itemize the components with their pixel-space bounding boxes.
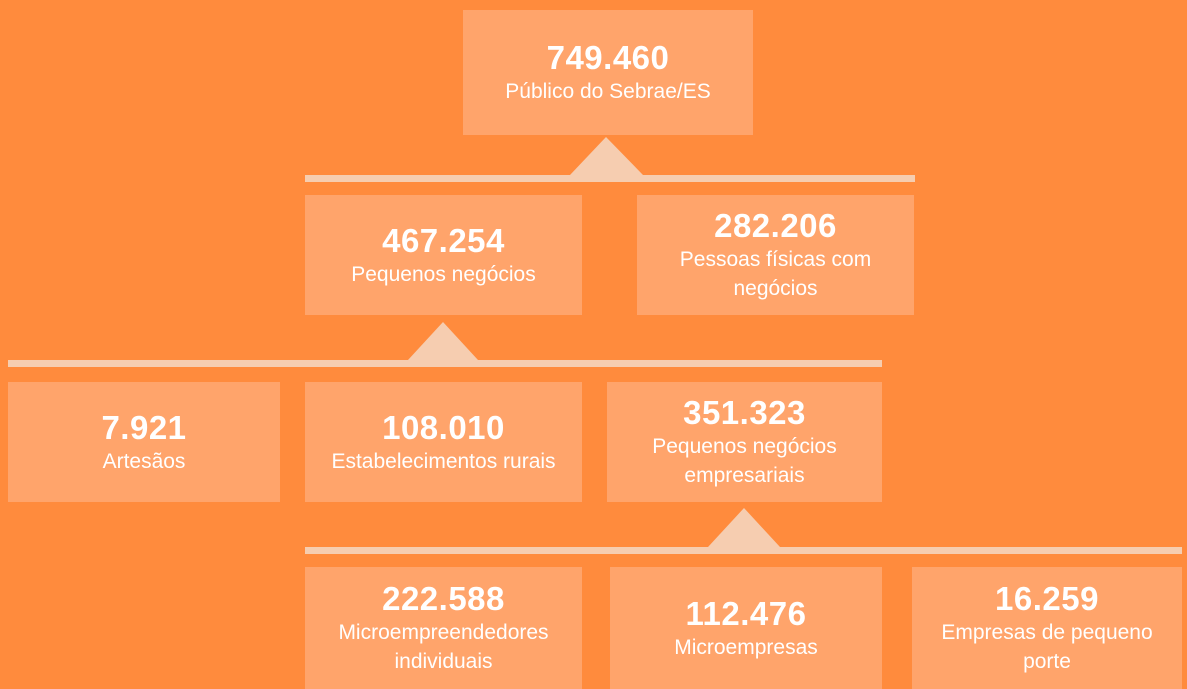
node-value: 351.323: [683, 394, 806, 431]
node-value: 282.206: [714, 207, 837, 244]
node: 351.323 Pequenos negócios empresariais: [607, 382, 882, 502]
node: 108.010 Estabelecimentos rurais: [305, 382, 582, 502]
node: 282.206 Pessoas físicas com negócios: [637, 195, 914, 315]
node: 467.254 Pequenos negócios: [305, 195, 582, 315]
connector-bar: [305, 547, 1182, 554]
node: 16.259 Empresas de pequeno porte: [912, 567, 1182, 689]
node: 7.921 Artesãos: [8, 382, 280, 502]
node-label: Microempresas: [674, 635, 818, 659]
node-value: 467.254: [382, 221, 505, 259]
node: 112.476 Microempresas: [610, 567, 882, 689]
node-value: 749.460: [546, 39, 670, 76]
node-label: Microempreendedores individuais: [338, 621, 549, 673]
connector-arrow: [408, 322, 478, 360]
connector-arrow: [570, 137, 643, 175]
node-label: Empresas de pequeno porte: [941, 621, 1153, 673]
node-label: Estabelecimentos rurais: [331, 449, 556, 473]
node: 749.460 Público do Sebrae/ES: [463, 10, 753, 135]
connector-bar: [305, 175, 915, 182]
node-value: 16.259: [995, 580, 1099, 617]
node-label: Pequenos negócios: [351, 262, 536, 286]
node-label: Artesãos: [102, 449, 186, 473]
connector-arrow: [708, 508, 780, 547]
node-value: 7.921: [101, 408, 187, 446]
node-label: Pequenos negócios empresariais: [652, 435, 837, 487]
node-label: Público do Sebrae/ES: [505, 80, 711, 103]
node-value: 108.010: [382, 408, 505, 446]
node-value: 112.476: [685, 594, 807, 632]
connector-bar: [8, 360, 882, 367]
node-label: Pessoas físicas com negócios: [679, 248, 872, 300]
node: 222.588 Microempreendedores individuais: [305, 567, 582, 689]
node-value: 222.588: [382, 580, 505, 617]
